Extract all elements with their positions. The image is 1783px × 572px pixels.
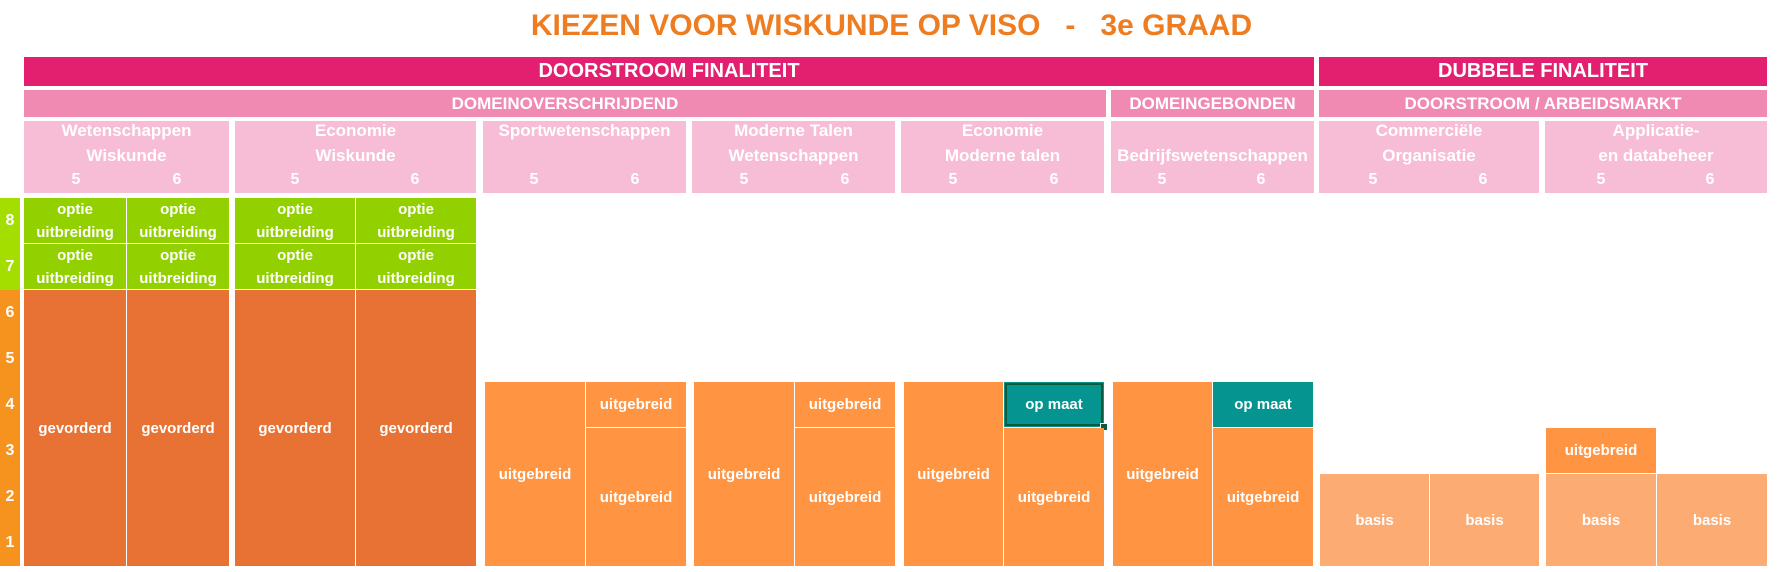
cell-basis[interactable]: basis (1430, 474, 1539, 566)
program-header-applicatie-en-databeheer[interactable]: Applicatie- en databeheer 5 6 (1545, 121, 1767, 193)
cell-uitgebreid[interactable]: uitgebreid (1213, 428, 1313, 566)
year-5-label: 5 (1368, 171, 1378, 188)
year-5-label: 5 (1157, 171, 1167, 188)
cell-op-maat-selected[interactable]: op maat (1004, 382, 1108, 431)
cell-uitgebreid[interactable]: uitgebreid (795, 428, 895, 566)
cell-uitgebreid[interactable]: uitgebreid (485, 382, 585, 566)
program-name-line2: en databeheer (1598, 146, 1714, 165)
year-6-label: 6 (1256, 171, 1266, 188)
year-5-label: 5 (1596, 171, 1606, 188)
cell-uitgebreid[interactable]: uitgebreid (1546, 428, 1656, 473)
program-name-line1: Commerciële (1375, 121, 1483, 140)
program-name-line2: Organisatie (1382, 146, 1476, 165)
cell-uitgebreid[interactable]: uitgebreid (586, 428, 686, 566)
program-name-line2: Wiskunde (86, 146, 167, 165)
cell-uitgebreid[interactable]: uitgebreid (904, 382, 1003, 566)
cell-basis[interactable]: basis (1320, 474, 1429, 566)
year-5-label: 5 (739, 171, 749, 188)
program-name-line1: Moderne Talen (734, 121, 853, 140)
year-6-label: 6 (1478, 171, 1488, 188)
cell-optie-uitbreiding[interactable]: optie uitbreiding (24, 198, 126, 243)
program-name-line1: Sportwetenschappen (498, 121, 671, 140)
cell-optie-uitbreiding[interactable]: optie uitbreiding (356, 198, 476, 243)
program-header-sportwetenschappen[interactable]: Sportwetenschappen 5 6 (483, 121, 686, 193)
band-domeingebonden: DOMEINGEBONDEN (1111, 90, 1314, 117)
level-5-label: 5 (0, 336, 20, 382)
level-2-label: 2 (0, 474, 20, 520)
cell-basis[interactable]: basis (1546, 474, 1656, 566)
level-8-label: 8 (0, 198, 20, 244)
program-header-economie-moderne-talen[interactable]: Economie Moderne talen 5 6 (901, 121, 1104, 193)
program-name-line1: Economie (961, 121, 1044, 140)
year-5-label: 5 (71, 171, 81, 188)
program-name-line1: Applicatie- (1612, 121, 1700, 140)
cell-gevorderd[interactable]: gevorderd (356, 290, 476, 566)
program-header-commerciele-organisatie[interactable]: Commerciële Organisatie 5 6 (1319, 121, 1539, 193)
program-name-line2: Wiskunde (315, 146, 396, 165)
program-name-line1: Wetenschappen (61, 121, 192, 140)
program-name-line2: Moderne talen (944, 146, 1061, 165)
level-4-label: 4 (0, 382, 20, 428)
level-6-label: 6 (0, 290, 20, 336)
band-doorstroom-arbeidsmarkt: DOORSTROOM / ARBEIDSMARKT (1319, 90, 1767, 117)
year-5-label: 5 (290, 171, 300, 188)
year-6-label: 6 (1705, 171, 1715, 188)
cell-gevorderd[interactable]: gevorderd (24, 290, 126, 566)
cell-optie-uitbreiding[interactable]: optie uitbreiding (127, 244, 229, 289)
band-dubbele-finaliteit: DUBBELE FINALITEIT (1319, 57, 1767, 86)
cell-op-maat[interactable]: op maat (1213, 382, 1313, 427)
cell-optie-uitbreiding[interactable]: optie uitbreiding (24, 244, 126, 289)
cell-optie-uitbreiding[interactable]: optie uitbreiding (235, 198, 355, 243)
cell-optie-uitbreiding[interactable]: optie uitbreiding (235, 244, 355, 289)
level-3-label: 3 (0, 428, 20, 474)
year-6-label: 6 (1049, 171, 1059, 188)
cell-uitgebreid[interactable]: uitgebreid (694, 382, 794, 566)
year-6-label: 6 (410, 171, 420, 188)
program-header-economie-wiskunde[interactable]: Economie Wiskunde 5 6 (235, 121, 476, 193)
cell-optie-uitbreiding[interactable]: optie uitbreiding (356, 244, 476, 289)
cell-uitgebreid[interactable]: uitgebreid (586, 382, 686, 427)
cell-uitgebreid[interactable]: uitgebreid (795, 382, 895, 427)
page-title: KIEZEN VOOR WISKUNDE OP VISO - 3e GRAAD (530, 9, 1253, 42)
year-6-label: 6 (172, 171, 182, 188)
cell-uitgebreid[interactable]: uitgebreid (1004, 428, 1104, 566)
program-header-bedrijfswetenschappen[interactable]: Bedrijfswetenschappen 5 6 (1111, 121, 1314, 193)
program-name-line2: Bedrijfswetenschappen (1117, 146, 1308, 165)
year-6-label: 6 (630, 171, 640, 188)
level-7-label: 7 (0, 244, 20, 290)
year-5-label: 5 (948, 171, 958, 188)
band-domeinoverschrijdend: DOMEINOVERSCHRIJDEND (24, 90, 1106, 117)
cell-uitgebreid[interactable]: uitgebreid (1113, 382, 1212, 566)
year-6-label: 6 (840, 171, 850, 188)
cell-gevorderd[interactable]: gevorderd (235, 290, 355, 566)
level-1-label: 1 (0, 520, 20, 566)
program-name-line2: Wetenschappen (728, 146, 859, 165)
program-header-moderne-talen-wetenschappen[interactable]: Moderne Talen Wetenschappen 5 6 (692, 121, 895, 193)
year-5-label: 5 (529, 171, 539, 188)
band-doorstroom-finaliteit: DOORSTROOM FINALITEIT (24, 57, 1314, 86)
cell-optie-uitbreiding[interactable]: optie uitbreiding (127, 198, 229, 243)
cell-basis[interactable]: basis (1657, 474, 1767, 566)
program-header-wetenschappen-wiskunde[interactable]: Wetenschappen Wiskunde 5 6 (24, 121, 229, 193)
program-name-line1: Economie (314, 121, 397, 140)
cell-gevorderd[interactable]: gevorderd (127, 290, 229, 566)
